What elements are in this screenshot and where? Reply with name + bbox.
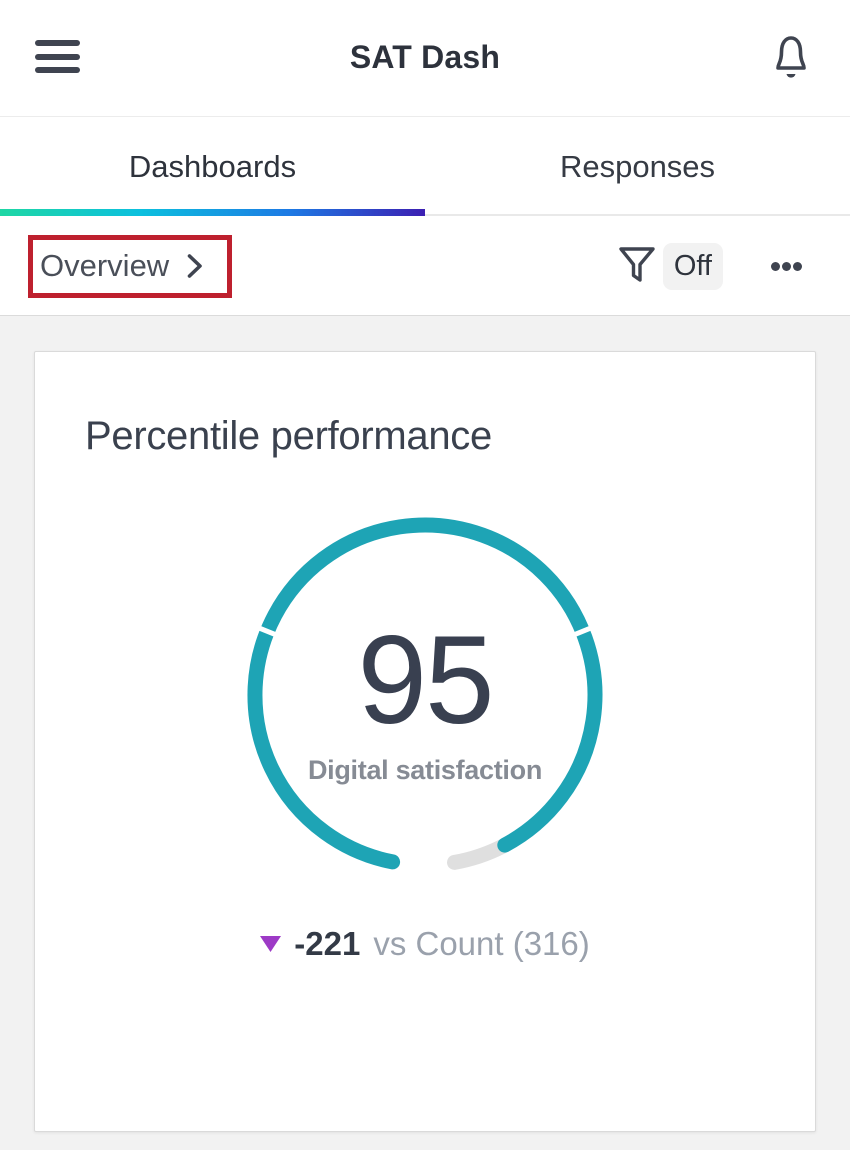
filter-button[interactable] (617, 244, 657, 288)
gauge-delta-row: -221 vs Count (316) (35, 925, 815, 963)
bell-icon (776, 36, 806, 78)
tab-responses[interactable]: Responses (425, 117, 850, 216)
delta-comparison: vs Count (316) (373, 925, 590, 962)
gauge-tick-gap-left (246, 620, 289, 642)
breadcrumb-overview[interactable]: Overview (40, 216, 205, 316)
gauge-remainder-arc (447, 839, 510, 870)
triangle-down-icon (260, 936, 282, 952)
notifications-button[interactable] (767, 31, 815, 83)
gauge-chart: 95 Digital satisfaction (246, 517, 604, 873)
widget-title: Percentile performance (85, 414, 492, 458)
filter-state-chip[interactable]: Off (662, 242, 723, 290)
filter-state-label: Off (673, 249, 712, 282)
app-header: SAT Dash (0, 0, 850, 117)
tab-bar: Dashboards Responses (0, 117, 850, 216)
ellipsis-icon (771, 261, 780, 271)
percentile-performance-widget[interactable]: Percentile performance 95 Digital satisf… (34, 351, 816, 1132)
breadcrumb-label: Overview (40, 248, 170, 283)
more-options-button[interactable] (771, 258, 802, 275)
tab-dashboards[interactable]: Dashboards (0, 117, 425, 216)
gauge-ring (246, 517, 604, 870)
gauge-tick-gap-right (561, 620, 604, 642)
page-title: SAT Dash (349, 39, 501, 75)
chevron-right-icon (187, 254, 203, 278)
dashboard-body: Percentile performance 95 Digital satisf… (0, 316, 850, 1150)
funnel-icon (619, 247, 655, 282)
toolbar-actions: Off (617, 216, 802, 316)
dashboard-toolbar: Overview Off (0, 216, 850, 316)
gauge-value-arc (247, 517, 603, 870)
delta-value: -221 (294, 925, 361, 962)
active-tab-gradient-underline (0, 209, 425, 216)
tab-underline-track (0, 214, 850, 216)
hamburger-icon (35, 40, 80, 46)
hamburger-menu-button[interactable] (35, 40, 80, 73)
